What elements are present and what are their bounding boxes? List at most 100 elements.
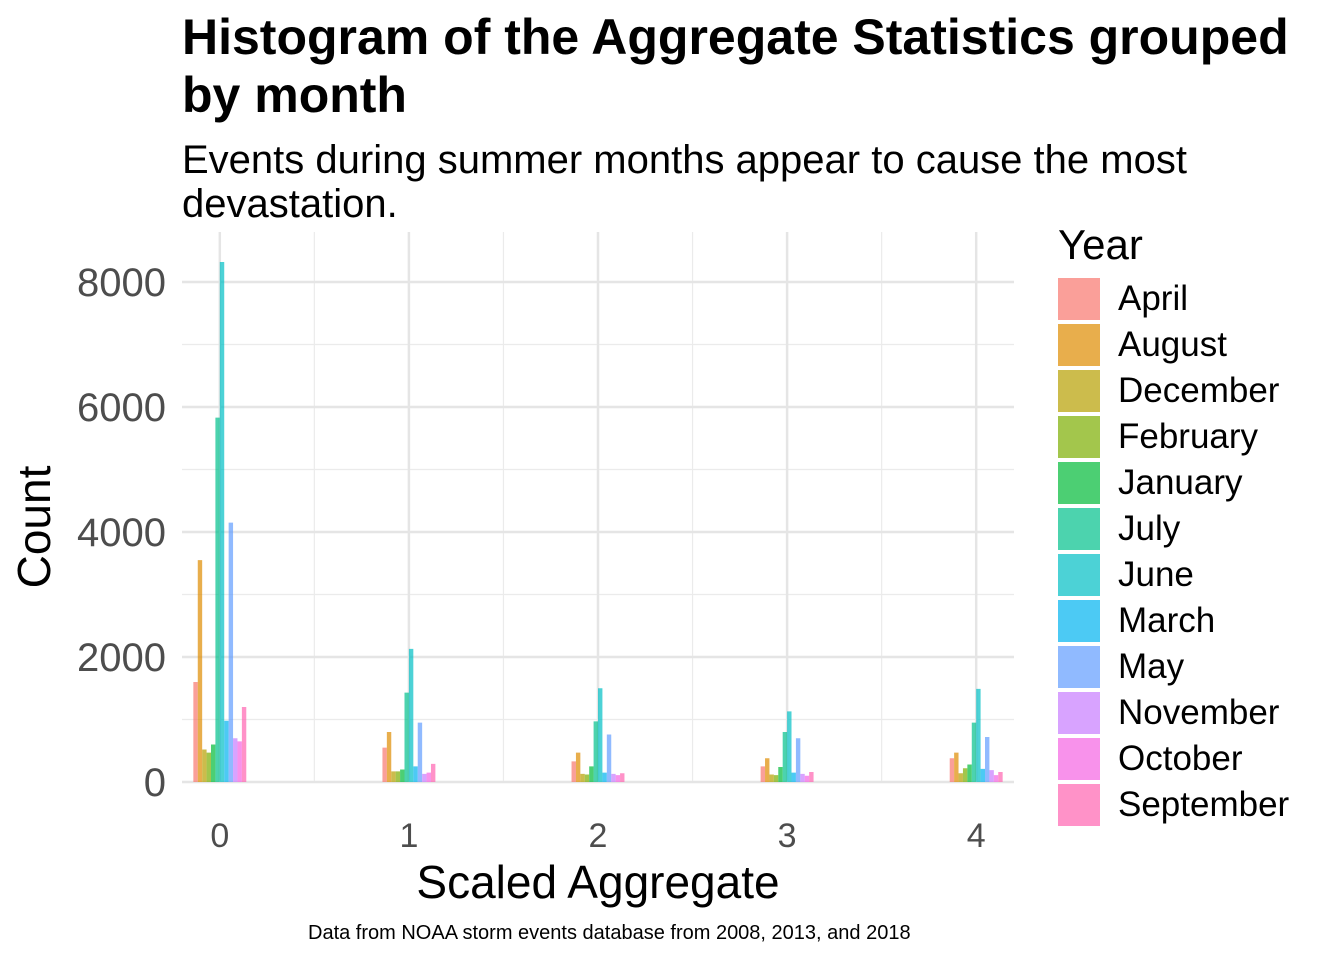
x-tick-label: 2 — [589, 817, 608, 855]
bar — [958, 773, 963, 782]
bar — [989, 770, 994, 782]
bar — [795, 738, 801, 782]
y-tick-label: 8000 — [77, 261, 166, 305]
y-tick-label: 6000 — [77, 386, 166, 430]
bar — [804, 775, 810, 782]
y-axis-label: Count — [8, 465, 60, 588]
bar — [206, 752, 211, 782]
bar — [382, 747, 387, 782]
legend-swatch — [1058, 784, 1100, 826]
legend-items: April August December February January July Ju… — [1058, 276, 1289, 828]
x-tick-label: 3 — [778, 817, 797, 855]
bar — [962, 768, 968, 782]
legend-label: September — [1118, 785, 1290, 824]
bar — [228, 522, 234, 782]
bar — [593, 721, 598, 782]
bar — [233, 738, 238, 782]
legend-label: January — [1118, 463, 1243, 502]
bar — [584, 774, 590, 782]
legend-swatch — [1058, 324, 1100, 366]
legend-swatch — [1058, 600, 1100, 642]
y-tick-label: 4000 — [77, 511, 166, 555]
bar — [215, 417, 220, 782]
bar — [386, 732, 392, 782]
x-tick-label: 4 — [967, 817, 986, 855]
bar — [791, 772, 796, 782]
bar — [598, 688, 603, 782]
legend-item: August — [1058, 322, 1289, 368]
chart-title: Histogram of the Aggregate Statistics gr… — [182, 9, 1289, 123]
bar — [404, 692, 409, 782]
bar — [571, 761, 576, 782]
bar — [769, 774, 774, 782]
y-tick-label: 0 — [144, 761, 166, 805]
legend-label: November — [1118, 693, 1280, 732]
x-tick-labels: 0 1 2 3 4 — [210, 817, 985, 855]
bar — [760, 766, 766, 782]
bar — [426, 772, 431, 782]
bar — [615, 775, 621, 782]
legend-swatch — [1058, 508, 1100, 550]
y-tick-label: 2000 — [77, 636, 166, 680]
legend-item: February — [1058, 414, 1289, 460]
bar — [980, 768, 986, 782]
bar — [967, 764, 972, 782]
bar — [782, 732, 788, 782]
bar — [606, 734, 612, 782]
chart-caption: Data from NOAA storm events database fro… — [308, 922, 911, 944]
y-tick-labels: 0 2000 4000 6000 8000 — [77, 261, 166, 805]
bar — [391, 771, 396, 782]
bar — [237, 741, 242, 782]
bar — [422, 773, 427, 782]
legend-label: May — [1118, 647, 1185, 686]
legend-swatch — [1058, 554, 1100, 596]
legend-label: March — [1118, 601, 1216, 640]
legend: Year April August December February January J… — [1058, 222, 1289, 828]
legend-label: July — [1118, 509, 1181, 548]
bar — [210, 744, 216, 782]
bar — [197, 560, 203, 782]
legend-label: October — [1118, 739, 1243, 778]
legend-item: September — [1058, 782, 1289, 828]
bar — [589, 766, 594, 782]
legend-swatch — [1058, 462, 1100, 504]
bar — [430, 763, 436, 782]
legend-label: August — [1118, 325, 1227, 364]
legend-swatch — [1058, 692, 1100, 734]
bars — [193, 262, 1003, 782]
bar — [993, 775, 999, 782]
bar — [395, 771, 401, 782]
bar — [954, 752, 959, 782]
legend-label: April — [1118, 279, 1189, 318]
bar — [620, 773, 625, 782]
bar — [778, 767, 783, 782]
bar — [202, 749, 207, 782]
bar — [413, 766, 418, 782]
legend-label: June — [1118, 555, 1194, 594]
bar — [787, 711, 792, 782]
bar — [193, 682, 198, 782]
legend-swatch — [1058, 278, 1100, 320]
legend-item: October — [1058, 736, 1289, 782]
legend-item: June — [1058, 552, 1289, 598]
bar — [408, 648, 414, 782]
legend-item: May — [1058, 644, 1289, 690]
bar — [241, 707, 247, 782]
bar — [611, 773, 616, 782]
bar — [400, 769, 405, 782]
bar — [765, 758, 770, 782]
legend-item: November — [1058, 690, 1289, 736]
legend-swatch — [1058, 646, 1100, 688]
legend-label: December — [1118, 371, 1280, 410]
bar — [219, 262, 225, 782]
bar — [417, 722, 423, 782]
legend-item: July — [1058, 506, 1289, 552]
bar — [575, 752, 581, 782]
x-axis-label: Scaled Aggregate — [416, 856, 779, 908]
legend-swatch — [1058, 416, 1100, 458]
legend-title: Year — [1058, 221, 1143, 268]
chart-subtitle: Events during summer months appear to ca… — [182, 138, 1187, 226]
bar — [976, 688, 981, 782]
bar — [998, 772, 1003, 782]
bar — [580, 773, 585, 782]
